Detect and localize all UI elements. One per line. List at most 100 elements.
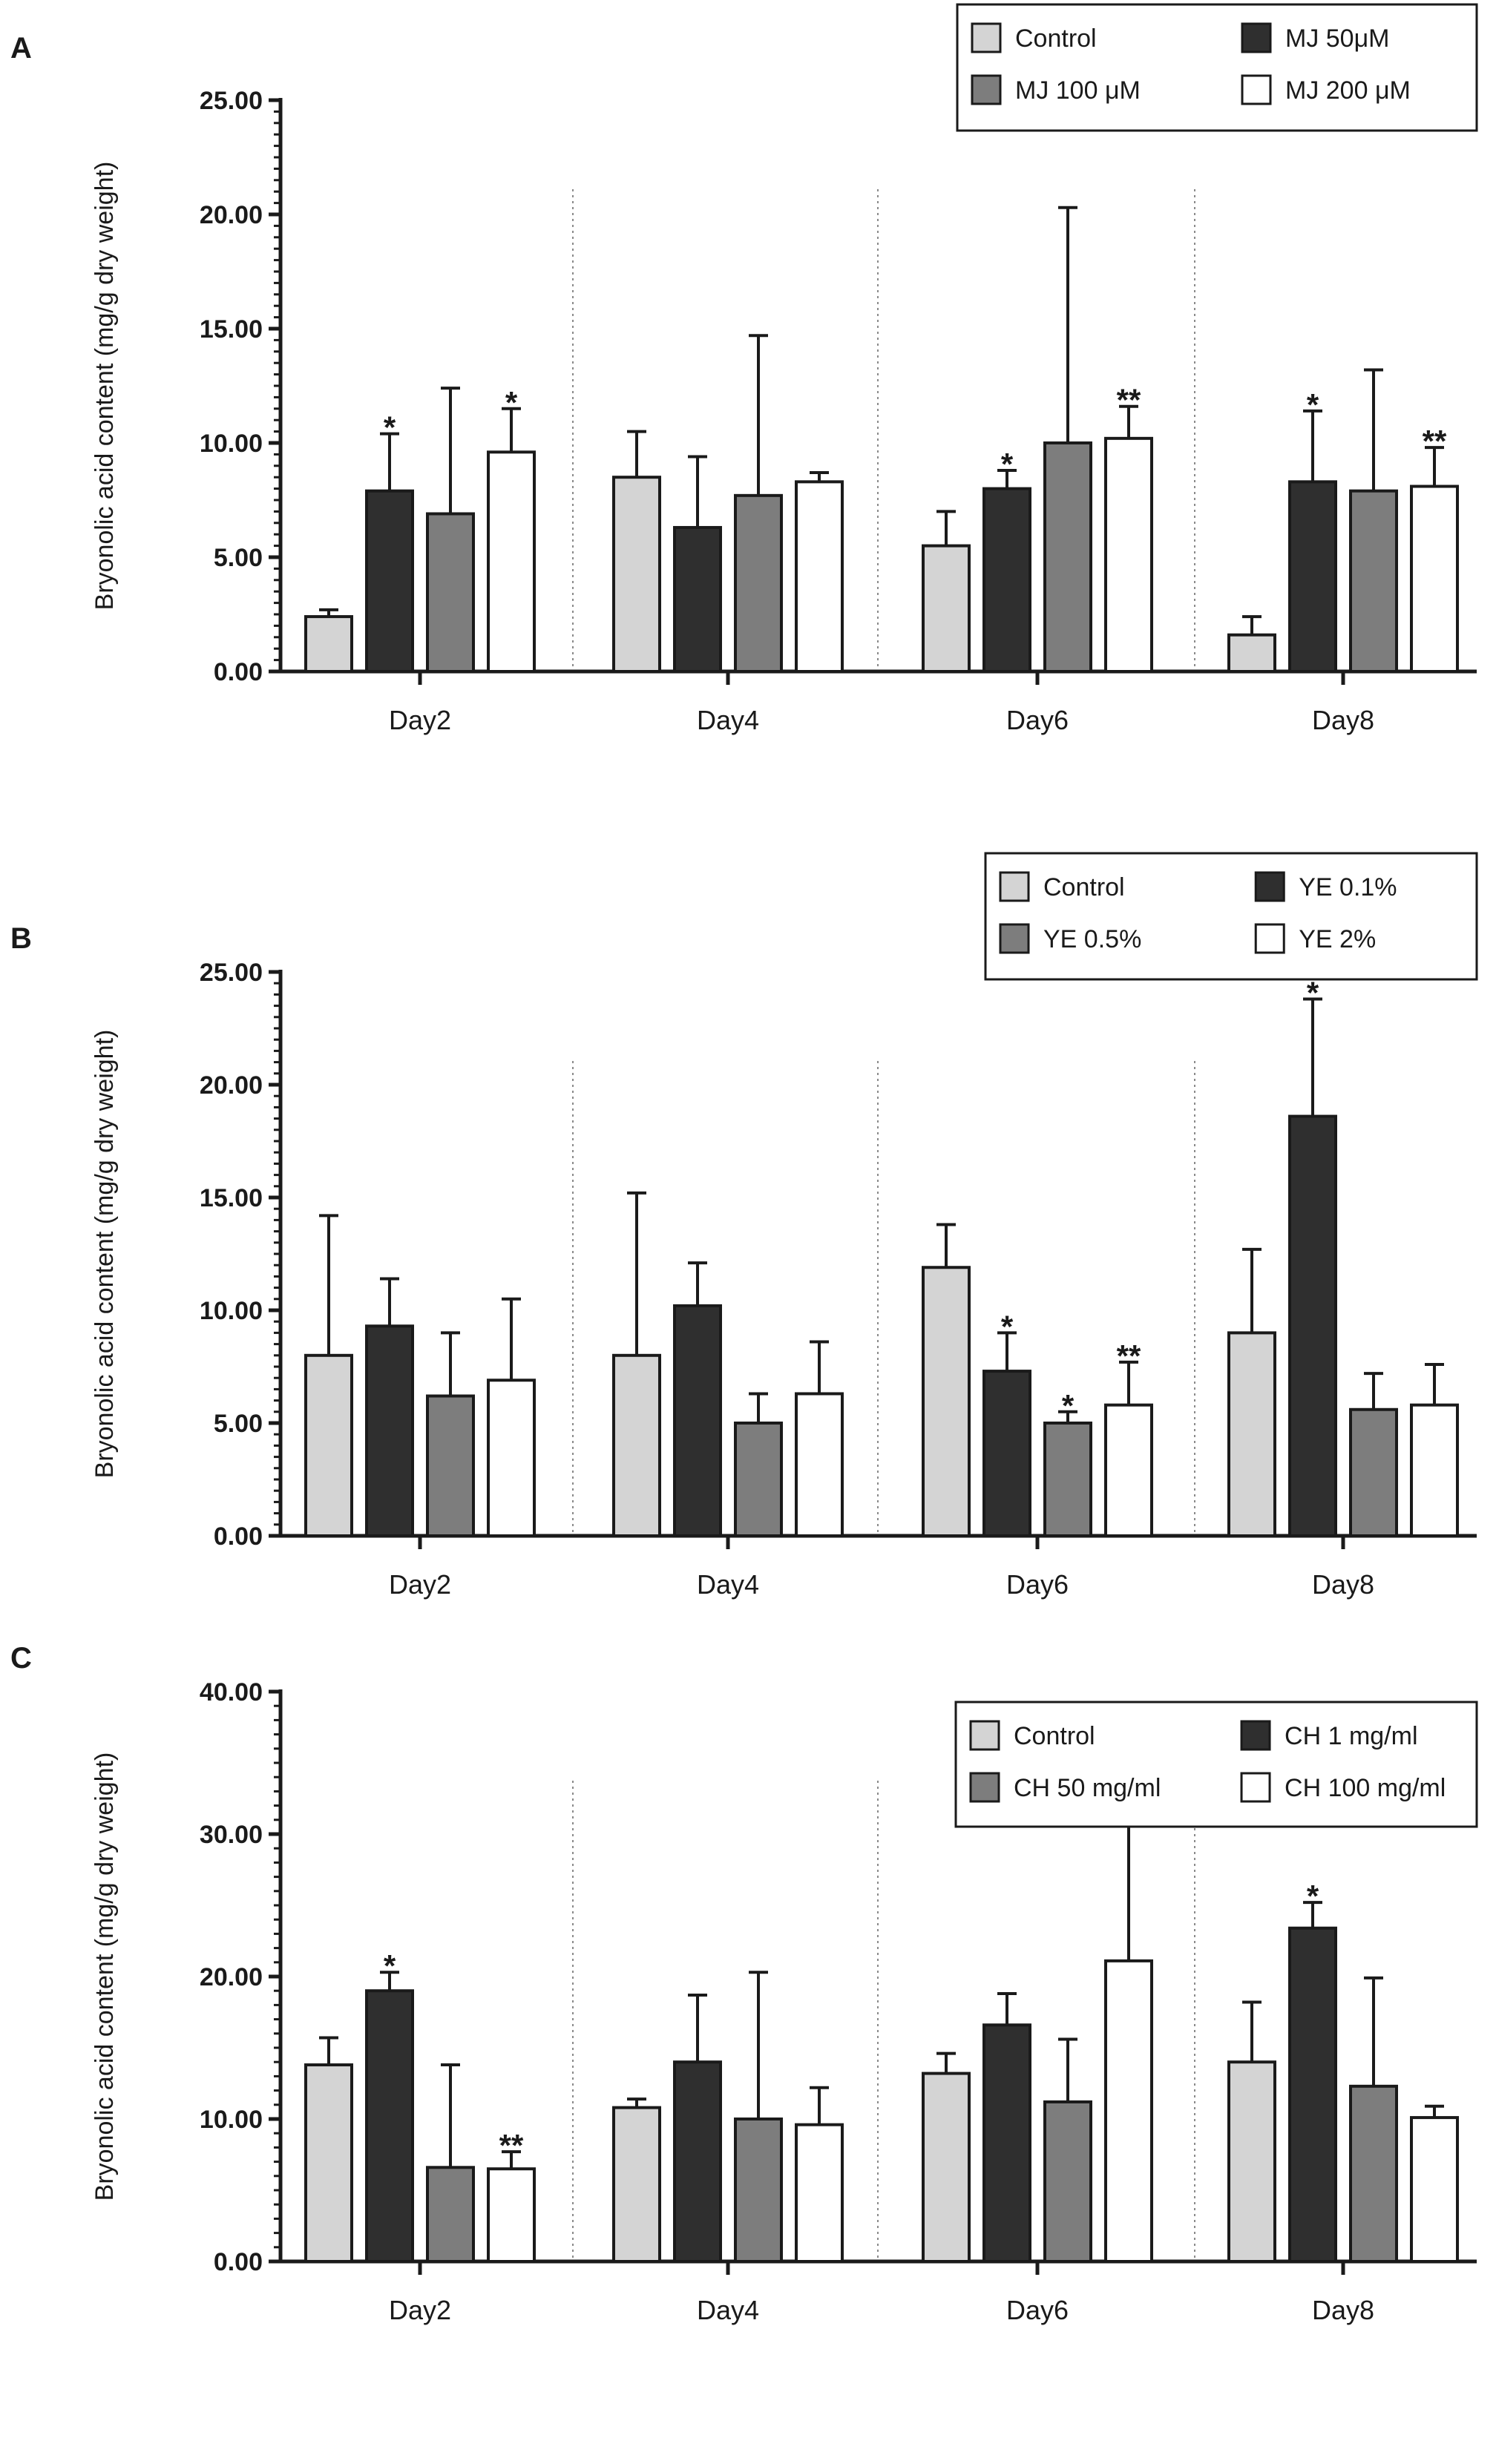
panel-letter: B	[10, 922, 32, 955]
bar	[795, 480, 844, 673]
bar	[795, 2123, 844, 2263]
legend-box	[954, 1701, 1478, 1828]
legend-label: Control	[1014, 1722, 1095, 1750]
bar	[487, 1379, 536, 1537]
legend-swatch	[1241, 22, 1272, 53]
bar	[612, 476, 661, 673]
bar	[1410, 1403, 1459, 1538]
significance-marker: **	[1423, 424, 1447, 459]
bar	[673, 525, 722, 674]
bar	[982, 1370, 1031, 1537]
bar	[734, 1422, 783, 1537]
y-tick-label: 15.00	[200, 1184, 263, 1212]
significance-marker: *	[1307, 1879, 1319, 1913]
y-axis-label: Bryonolic acid content (mg/g dry weight)	[91, 1752, 119, 2201]
x-tick-label: Day6	[1006, 705, 1069, 735]
bar	[673, 1304, 722, 1538]
bar	[1288, 1926, 1337, 2263]
x-tick-label: Day8	[1312, 705, 1374, 735]
legend-swatch	[1254, 871, 1285, 902]
legend-label: CH 1 mg/ml	[1285, 1722, 1417, 1750]
y-tick-label: 0.00	[214, 2248, 263, 2276]
significance-marker: **	[1117, 383, 1141, 418]
significance-marker: *	[1001, 447, 1014, 482]
bar	[922, 544, 971, 673]
bar	[982, 2023, 1031, 2264]
bar	[1227, 2060, 1276, 2263]
bar	[1410, 484, 1459, 674]
bar	[426, 2166, 475, 2264]
legend-swatch	[971, 22, 1002, 53]
significance-marker: *	[1062, 1388, 1075, 1423]
y-tick-label: 40.00	[200, 1678, 263, 1706]
panel-b: B Bryonolic acid content (mg/g dry weight…	[10, 852, 1478, 1600]
y-tick-label: 10.00	[200, 430, 263, 458]
x-tick-label: Day4	[697, 705, 759, 735]
significance-marker: *	[505, 385, 518, 420]
legend-swatch	[1240, 1720, 1271, 1751]
bar	[1227, 633, 1276, 673]
legend-label: YE 0.1%	[1299, 873, 1397, 901]
legend-label: YE 0.5%	[1043, 925, 1141, 953]
y-tick-label: 20.00	[200, 1963, 263, 1991]
bar	[612, 1353, 661, 1538]
legend-swatch	[1254, 923, 1285, 954]
legend-swatch	[969, 1772, 1000, 1803]
bar	[304, 1353, 353, 1538]
bar	[365, 1989, 414, 2263]
significance-marker: *	[384, 1948, 396, 1983]
bar	[365, 1324, 414, 1538]
legend-label: MJ 50μM	[1285, 24, 1390, 53]
y-axis-label: Bryonolic acid content (mg/g dry weight)	[91, 1030, 119, 1479]
significance-marker: **	[1117, 1338, 1141, 1373]
x-tick-label: Day4	[697, 2295, 759, 2325]
bar	[1104, 436, 1153, 674]
bar	[487, 450, 536, 673]
legend-label: MJ 100 μM	[1015, 76, 1141, 105]
y-tick-label: 15.00	[200, 315, 263, 344]
bar	[982, 487, 1031, 673]
bar	[1349, 1407, 1398, 1538]
y-tick-label: 25.00	[200, 959, 263, 987]
significance-marker: *	[384, 410, 396, 445]
x-tick-label: Day6	[1006, 1569, 1069, 1600]
x-tick-label: Day6	[1006, 2295, 1069, 2325]
y-tick-label: 20.00	[200, 201, 263, 229]
x-tick-label: Day4	[697, 1569, 759, 1600]
y-tick-label: 5.00	[214, 1410, 263, 1438]
legend-box	[956, 3, 1478, 132]
bar	[734, 493, 783, 674]
y-tick-label: 10.00	[200, 2106, 263, 2134]
significance-marker: *	[1307, 975, 1319, 1010]
significance-marker: *	[1001, 1309, 1014, 1344]
y-tick-label: 20.00	[200, 1071, 263, 1100]
bar	[365, 489, 414, 673]
bar	[1043, 441, 1092, 673]
panel-letter: A	[10, 32, 32, 65]
legend-label: Control	[1015, 24, 1097, 53]
y-tick-label: 25.00	[200, 87, 263, 115]
panel-c: C Bryonolic acid content (mg/g dry weight…	[10, 1642, 1478, 2325]
bar	[426, 1394, 475, 1538]
x-tick-label: Day2	[389, 1569, 451, 1600]
bar	[1227, 1331, 1276, 1538]
x-tick-label: Day2	[389, 705, 451, 735]
bar	[1288, 1114, 1337, 1538]
significance-marker: **	[499, 2128, 524, 2163]
bar	[1104, 1959, 1153, 2263]
bar	[304, 615, 353, 674]
y-tick-label: 0.00	[214, 658, 263, 686]
legend-label: Control	[1043, 873, 1125, 901]
bar	[1104, 1403, 1153, 1538]
bar	[612, 2106, 661, 2263]
legend-swatch	[1241, 74, 1272, 105]
legend-label: CH 50 mg/ml	[1014, 1774, 1161, 1802]
y-tick-label: 10.00	[200, 1297, 263, 1325]
y-tick-label: 30.00	[200, 1821, 263, 1849]
bar	[795, 1392, 844, 1537]
legend-swatch	[969, 1720, 1000, 1751]
legend-swatch	[971, 74, 1002, 105]
bar	[922, 2072, 971, 2264]
bar	[487, 2167, 536, 2263]
